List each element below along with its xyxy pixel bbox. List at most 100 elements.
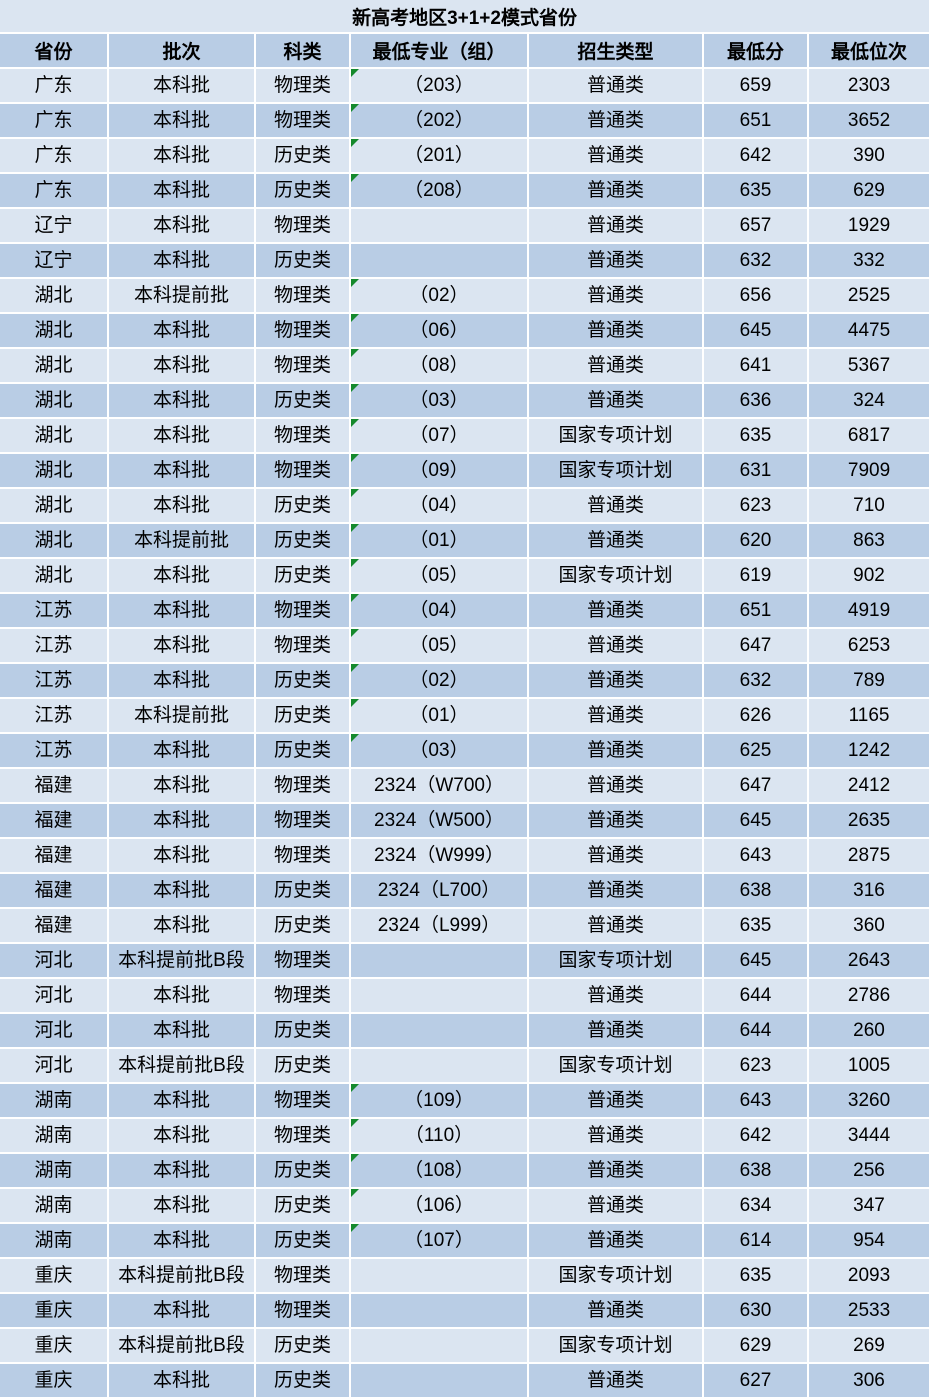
cell-province[interactable]: 江苏	[0, 628, 109, 664]
cell-major_group[interactable]: （03）	[350, 383, 529, 419]
table-row[interactable]: 湖南 本科批 物理类 （109） 普通类 643 3260	[0, 1083, 930, 1119]
cell-batch[interactable]: 本科批	[108, 1363, 256, 1399]
cell-major_group[interactable]	[350, 243, 529, 279]
cell-admission_type[interactable]: 普通类	[528, 1118, 704, 1154]
cell-batch[interactable]: 本科批	[108, 348, 256, 384]
cell-subject[interactable]: 历史类	[255, 138, 351, 174]
cell-admission_type[interactable]: 普通类	[528, 978, 704, 1014]
table-row[interactable]: 福建 本科批 物理类 2324（W700） 普通类 647 2412	[0, 768, 930, 804]
cell-admission_type[interactable]: 国家专项计划	[528, 1048, 704, 1084]
cell-subject[interactable]: 历史类	[255, 173, 351, 209]
cell-min_rank[interactable]: 2303	[808, 68, 930, 104]
cell-batch[interactable]: 本科批	[108, 978, 256, 1014]
cell-subject[interactable]: 历史类	[255, 488, 351, 524]
cell-min_rank[interactable]: 863	[808, 523, 930, 559]
cell-min_score[interactable]: 651	[703, 593, 809, 629]
cell-batch[interactable]: 本科批	[108, 138, 256, 174]
cell-province[interactable]: 重庆	[0, 1363, 109, 1399]
cell-admission_type[interactable]: 普通类	[528, 488, 704, 524]
cell-min_score[interactable]: 644	[703, 978, 809, 1014]
cell-major_group[interactable]: （06）	[350, 313, 529, 349]
cell-subject[interactable]: 物理类	[255, 103, 351, 139]
cell-subject[interactable]: 物理类	[255, 803, 351, 839]
cell-province[interactable]: 河北	[0, 1048, 109, 1084]
cell-subject[interactable]: 物理类	[255, 943, 351, 979]
cell-min_rank[interactable]: 3444	[808, 1118, 930, 1154]
cell-min_score[interactable]: 619	[703, 558, 809, 594]
cell-province[interactable]: 广东	[0, 103, 109, 139]
table-row[interactable]: 广东 本科批 物理类 （203） 普通类 659 2303	[0, 68, 930, 104]
cell-batch[interactable]: 本科提前批B段	[108, 1048, 256, 1084]
cell-min_score[interactable]: 636	[703, 383, 809, 419]
cell-province[interactable]: 河北	[0, 1013, 109, 1049]
table-row[interactable]: 湖南 本科批 历史类 （108） 普通类 638 256	[0, 1153, 930, 1189]
cell-batch[interactable]: 本科批	[108, 593, 256, 629]
cell-min_rank[interactable]: 3260	[808, 1083, 930, 1119]
cell-admission_type[interactable]: 国家专项计划	[528, 943, 704, 979]
table-row[interactable]: 湖南 本科批 历史类 （107） 普通类 614 954	[0, 1223, 930, 1259]
cell-admission_type[interactable]: 普通类	[528, 768, 704, 804]
cell-min_rank[interactable]: 6253	[808, 628, 930, 664]
cell-batch[interactable]: 本科提前批B段	[108, 1328, 256, 1364]
cell-batch[interactable]: 本科批	[108, 1223, 256, 1259]
cell-min_score[interactable]: 642	[703, 138, 809, 174]
cell-min_score[interactable]: 645	[703, 803, 809, 839]
table-row[interactable]: 重庆 本科提前批B段 历史类 国家专项计划 629 269	[0, 1328, 930, 1364]
cell-province[interactable]: 湖南	[0, 1118, 109, 1154]
cell-province[interactable]: 辽宁	[0, 208, 109, 244]
cell-admission_type[interactable]: 普通类	[528, 1083, 704, 1119]
cell-province[interactable]: 福建	[0, 838, 109, 874]
cell-min_rank[interactable]: 1165	[808, 698, 930, 734]
cell-min_rank[interactable]: 2533	[808, 1293, 930, 1329]
cell-province[interactable]: 湖北	[0, 523, 109, 559]
cell-province[interactable]: 湖南	[0, 1188, 109, 1224]
table-row[interactable]: 江苏 本科批 历史类 （02） 普通类 632 789	[0, 663, 930, 699]
cell-province[interactable]: 辽宁	[0, 243, 109, 279]
cell-province[interactable]: 福建	[0, 803, 109, 839]
cell-major_group[interactable]: （106）	[350, 1188, 529, 1224]
table-row[interactable]: 湖北 本科批 历史类 （05） 国家专项计划 619 902	[0, 558, 930, 594]
cell-subject[interactable]: 历史类	[255, 663, 351, 699]
cell-major_group[interactable]	[350, 978, 529, 1014]
table-row[interactable]: 广东 本科批 历史类 （201） 普通类 642 390	[0, 138, 930, 174]
cell-min_score[interactable]: 643	[703, 838, 809, 874]
table-row[interactable]: 河北 本科提前批B段 历史类 国家专项计划 623 1005	[0, 1048, 930, 1084]
table-row[interactable]: 福建 本科批 物理类 2324（W500） 普通类 645 2635	[0, 803, 930, 839]
cell-major_group[interactable]: （202）	[350, 103, 529, 139]
cell-major_group[interactable]: （02）	[350, 663, 529, 699]
cell-batch[interactable]: 本科批	[108, 173, 256, 209]
cell-province[interactable]: 湖北	[0, 313, 109, 349]
cell-min_score[interactable]: 623	[703, 488, 809, 524]
cell-major_group[interactable]: （02）	[350, 278, 529, 314]
cell-admission_type[interactable]: 普通类	[528, 698, 704, 734]
cell-subject[interactable]: 历史类	[255, 908, 351, 944]
cell-min_rank[interactable]: 1005	[808, 1048, 930, 1084]
cell-subject[interactable]: 历史类	[255, 1363, 351, 1399]
table-row[interactable]: 重庆 本科批 物理类 普通类 630 2533	[0, 1293, 930, 1329]
cell-min_rank[interactable]: 347	[808, 1188, 930, 1224]
cell-min_score[interactable]: 632	[703, 243, 809, 279]
cell-subject[interactable]: 历史类	[255, 1048, 351, 1084]
cell-admission_type[interactable]: 普通类	[528, 593, 704, 629]
cell-min_score[interactable]: 647	[703, 628, 809, 664]
cell-province[interactable]: 湖北	[0, 558, 109, 594]
cell-province[interactable]: 福建	[0, 908, 109, 944]
column-header-major_group[interactable]: 最低专业（组）	[350, 33, 529, 69]
cell-admission_type[interactable]: 普通类	[528, 243, 704, 279]
cell-subject[interactable]: 物理类	[255, 978, 351, 1014]
cell-major_group[interactable]: 2324（W999）	[350, 838, 529, 874]
cell-subject[interactable]: 物理类	[255, 1118, 351, 1154]
cell-subject[interactable]: 历史类	[255, 1328, 351, 1364]
cell-min_rank[interactable]: 789	[808, 663, 930, 699]
cell-province[interactable]: 重庆	[0, 1328, 109, 1364]
cell-batch[interactable]: 本科批	[108, 908, 256, 944]
cell-subject[interactable]: 物理类	[255, 768, 351, 804]
cell-admission_type[interactable]: 国家专项计划	[528, 1258, 704, 1294]
cell-min_rank[interactable]: 256	[808, 1153, 930, 1189]
cell-subject[interactable]: 物理类	[255, 628, 351, 664]
cell-min_rank[interactable]: 360	[808, 908, 930, 944]
cell-subject[interactable]: 历史类	[255, 523, 351, 559]
cell-admission_type[interactable]: 普通类	[528, 103, 704, 139]
cell-batch[interactable]: 本科批	[108, 453, 256, 489]
table-row[interactable]: 河北 本科提前批B段 物理类 国家专项计划 645 2643	[0, 943, 930, 979]
